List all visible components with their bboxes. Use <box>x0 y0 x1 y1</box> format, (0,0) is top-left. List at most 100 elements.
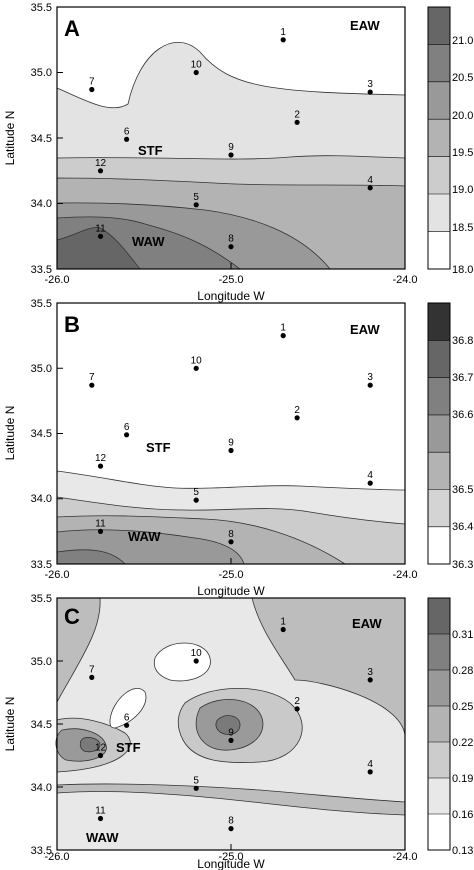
panel-a-colorbar-tick: 19.0 <box>452 184 473 196</box>
station-label: 1 <box>280 323 286 334</box>
station-point <box>97 752 104 759</box>
panel-a-y-tick-label: 35.0 <box>31 67 52 79</box>
panel-c-x-tick-label: -24.0 <box>392 851 417 863</box>
panel-b-y-tick-label: 35.5 <box>31 298 52 310</box>
panel-a-x-tick-label: -26.0 <box>44 274 69 286</box>
station-label: 4 <box>367 175 373 186</box>
station-label: 7 <box>89 372 95 383</box>
panel-b-colorbar-tick: 36.4 <box>452 521 473 533</box>
panel-a-y-tick-label: 34.0 <box>31 198 52 210</box>
station-label: 10 <box>191 648 203 659</box>
panel-a-colorbar-tick: 18.0 <box>452 264 473 276</box>
panel-c-colorbar: 0.31 0.28 0.25 0.22 0.19 0.16 0.13 <box>427 597 473 857</box>
station-label: 12 <box>95 743 107 754</box>
panel-c-y-tick-label: 33.5 <box>31 845 52 857</box>
station-point <box>367 382 373 388</box>
panel-a-region-eaw: EAW <box>350 18 380 33</box>
station-label: 7 <box>89 77 95 88</box>
station-point <box>280 626 286 633</box>
panel-b-y-tick-label: 35.0 <box>31 363 52 375</box>
station-point <box>228 539 234 545</box>
station-point <box>193 202 199 208</box>
panel-b-y-tick-label: 33.5 <box>31 559 52 571</box>
panel-c-colorbar-tick: 0.16 <box>452 809 473 821</box>
station-point <box>228 152 234 158</box>
station-point <box>97 463 104 469</box>
station-point <box>97 168 104 174</box>
panel-c-y-tick-label: 34.5 <box>31 719 52 731</box>
panel-a-region-stf: STF <box>138 143 163 158</box>
station-point <box>367 185 373 191</box>
panel-a-y-tick-label: 34.5 <box>31 133 52 145</box>
panel-c-y-tick-label: 35.0 <box>31 656 52 668</box>
station-label: 2 <box>294 109 300 120</box>
panel-c-colorbar-tick: 0.19 <box>452 773 473 785</box>
panel-a-colorbar-tick: 20.0 <box>452 110 473 122</box>
station-point <box>294 706 300 712</box>
station-point <box>97 815 104 822</box>
station-label: 3 <box>367 79 373 90</box>
station-point <box>124 722 130 728</box>
station-point <box>193 69 199 76</box>
station-point <box>280 37 286 43</box>
station-label: 11 <box>95 518 106 529</box>
panel-a-region-waw: WAW <box>132 234 165 249</box>
panel-a-colorbar-tick: 18.5 <box>452 222 473 234</box>
panel-a-x-ticks: -26.0 -25.0 -24.0 <box>44 263 418 286</box>
station-label: 3 <box>367 372 373 383</box>
station-point <box>124 136 130 142</box>
panel-b-colorbar: 36.8 36.7 36.6 36.5 36.4 36.3 <box>427 302 473 571</box>
panel-a-y-tick-label: 35.5 <box>31 2 52 14</box>
station-label: 7 <box>89 664 95 675</box>
panel-c-x-tick-label: -25.0 <box>218 851 243 863</box>
station-point <box>367 89 373 95</box>
station-point <box>367 677 373 683</box>
station-label: 6 <box>124 712 130 723</box>
panel-b-x-ticks: -26.0 -25.0 -24.0 <box>44 558 418 581</box>
station-point <box>97 528 104 535</box>
panel-b-contour-fills <box>56 470 406 565</box>
panel-a-ylabel: Latitude N <box>3 111 17 166</box>
station-label: 12 <box>95 453 107 464</box>
station-label: 8 <box>228 234 234 245</box>
station-label: 3 <box>367 667 373 678</box>
panel-b-region-stf: STF <box>146 440 171 455</box>
panel-c-colorbar-tick: 0.28 <box>452 665 473 677</box>
panel-b-x-tick-label: -26.0 <box>44 569 69 581</box>
panel-b-region-waw: WAW <box>128 529 161 544</box>
station-point <box>124 432 130 438</box>
station-label: 12 <box>95 158 107 169</box>
station-point <box>97 233 104 239</box>
station-point <box>367 769 373 775</box>
station-point <box>193 497 199 503</box>
panel-a: 35.5 35.0 34.5 34.0 33.5 -26.0 -25.0 -24… <box>3 2 473 303</box>
station-point <box>89 382 95 388</box>
panel-b-colorbar-tick: 36.3 <box>452 559 473 571</box>
panel-b-colorbar-tick: 36.5 <box>452 484 473 496</box>
panel-b-y-ticks: 35.5 35.0 34.5 34.0 33.5 <box>31 298 63 571</box>
panel-c-region-stf: STF <box>116 740 141 755</box>
station-point <box>89 86 95 93</box>
panel-b-xlabel: Longitude W <box>197 584 265 598</box>
station-label: 5 <box>193 192 199 203</box>
panel-b-x-tick-label: -24.0 <box>392 569 417 581</box>
station-point <box>280 333 286 339</box>
panel-c-ylabel: Latitude N <box>3 697 17 752</box>
panel-c-colorbar-tick: 0.31 <box>452 629 473 641</box>
panel-a-xlabel: Longitude W <box>197 289 265 303</box>
panel-c-x-ticks: -26.0 -25.0 -24.0 <box>44 844 418 863</box>
station-label: 9 <box>228 727 234 738</box>
station-point <box>367 480 373 486</box>
station-label: 10 <box>191 60 203 71</box>
station-label: 4 <box>367 759 373 770</box>
panel-b-y-tick-label: 34.0 <box>31 493 52 505</box>
station-label: 9 <box>228 438 234 449</box>
panel-c-colorbar-tick: 0.25 <box>452 701 473 713</box>
panel-c: 35.5 35.0 34.5 34.0 33.5 -26.0 -25.0 -24… <box>3 593 473 870</box>
panel-a-y-tick-label: 33.5 <box>31 264 52 276</box>
station-label: 11 <box>95 806 106 817</box>
panel-b-colorbar-tick: 36.6 <box>452 409 473 421</box>
station-point <box>228 826 234 832</box>
